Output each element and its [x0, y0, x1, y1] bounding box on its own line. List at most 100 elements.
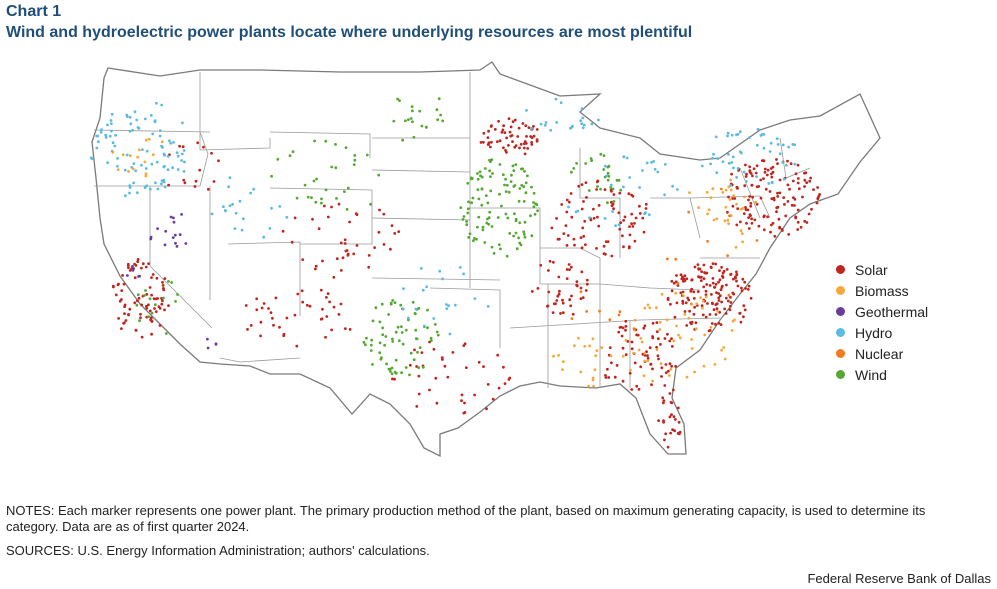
- plant-marker: [421, 288, 425, 292]
- plant-marker: [332, 305, 336, 309]
- plant-marker: [715, 291, 718, 294]
- plant-marker: [412, 358, 416, 362]
- plant-marker: [473, 393, 476, 397]
- plant-marker: [382, 212, 386, 216]
- plant-marker: [567, 205, 570, 209]
- plant-marker: [163, 277, 167, 280]
- plant-marker: [736, 284, 740, 288]
- plant-marker: [160, 182, 163, 186]
- plant-marker: [621, 234, 624, 238]
- plant-marker: [346, 253, 350, 257]
- state-borders: [93, 72, 811, 388]
- plant-marker: [700, 304, 704, 308]
- plant-marker: [161, 281, 164, 284]
- plant-marker: [503, 131, 507, 134]
- plant-marker: [125, 113, 129, 117]
- plant-marker: [330, 165, 334, 169]
- plant-marker: [181, 121, 184, 125]
- plant-marker: [539, 263, 543, 267]
- plant-marker: [149, 237, 153, 241]
- plant-marker: [815, 201, 819, 205]
- plant-marker: [619, 325, 623, 329]
- plant-marker: [141, 262, 145, 266]
- plant-marker: [166, 168, 170, 172]
- plant-marker: [696, 263, 700, 266]
- plant-marker: [138, 319, 141, 323]
- plant-marker: [672, 415, 676, 419]
- plant-marker: [387, 313, 390, 316]
- plant-marker: [591, 378, 595, 382]
- plant-marker: [750, 183, 754, 187]
- plant-marker: [732, 292, 736, 296]
- plant-marker: [675, 274, 678, 277]
- plant-marker: [724, 205, 728, 209]
- plant-marker: [585, 310, 589, 313]
- plant-marker: [134, 169, 138, 173]
- plant-marker: [155, 276, 159, 280]
- plant-marker: [603, 164, 607, 168]
- plant-marker: [136, 260, 140, 264]
- plant-marker: [561, 368, 564, 371]
- plant-marker: [530, 234, 534, 238]
- plant-marker: [794, 215, 798, 219]
- legend: Solar Biomass Geothermal Hydro Nuclear W…: [836, 259, 928, 385]
- plant-marker: [244, 304, 248, 307]
- plant-marker: [173, 233, 177, 237]
- legend-label: Biomass: [855, 282, 909, 299]
- plant-marker: [808, 179, 812, 183]
- plant-marker: [799, 225, 803, 229]
- plant-marker: [743, 195, 746, 199]
- geothermal-marker-icon: [836, 307, 845, 316]
- plant-marker: [652, 160, 655, 163]
- plant-marker: [262, 235, 266, 239]
- legend-label: Nuclear: [855, 345, 904, 362]
- plant-markers: [89, 97, 821, 449]
- plant-marker: [776, 162, 779, 165]
- plant-marker: [633, 361, 637, 365]
- plant-marker: [581, 126, 585, 130]
- plant-marker: [805, 221, 809, 224]
- legend-label: Solar: [855, 261, 888, 278]
- plant-marker: [532, 134, 536, 138]
- plant-marker: [345, 208, 349, 211]
- plant-marker: [160, 103, 164, 107]
- plant-marker: [510, 173, 513, 177]
- plant-marker: [128, 129, 132, 133]
- plant-marker: [470, 176, 473, 180]
- plant-marker: [597, 224, 601, 228]
- plant-marker: [169, 215, 173, 219]
- plant-marker: [751, 195, 754, 199]
- plant-marker: [344, 327, 347, 330]
- plant-marker: [726, 210, 729, 214]
- plant-marker: [590, 122, 594, 126]
- plant-marker: [432, 317, 436, 320]
- plant-marker: [592, 207, 595, 211]
- plant-marker: [744, 206, 747, 209]
- plant-marker: [606, 178, 610, 182]
- plant-marker: [583, 219, 587, 223]
- plant-marker: [111, 151, 115, 154]
- plant-marker: [633, 318, 637, 322]
- plant-marker: [778, 226, 781, 230]
- plant-marker: [763, 167, 767, 171]
- plant-marker: [163, 243, 167, 247]
- plant-marker: [116, 168, 120, 171]
- plant-marker: [144, 172, 148, 175]
- plant-marker: [303, 183, 307, 187]
- plant-marker: [314, 264, 318, 268]
- plant-marker: [793, 162, 797, 166]
- plant-marker: [125, 153, 129, 157]
- plant-marker: [445, 303, 448, 306]
- plant-marker: [489, 160, 492, 164]
- plant-marker: [291, 150, 295, 154]
- plant-marker: [482, 140, 485, 144]
- plant-marker: [111, 141, 115, 145]
- plant-marker: [476, 177, 480, 181]
- plant-marker: [560, 203, 564, 206]
- plant-marker: [803, 185, 806, 188]
- plant-marker: [367, 254, 371, 257]
- plant-marker: [561, 311, 565, 315]
- nuclear-marker-icon: [836, 349, 845, 358]
- plant-marker: [415, 405, 419, 408]
- plant-marker: [685, 375, 689, 379]
